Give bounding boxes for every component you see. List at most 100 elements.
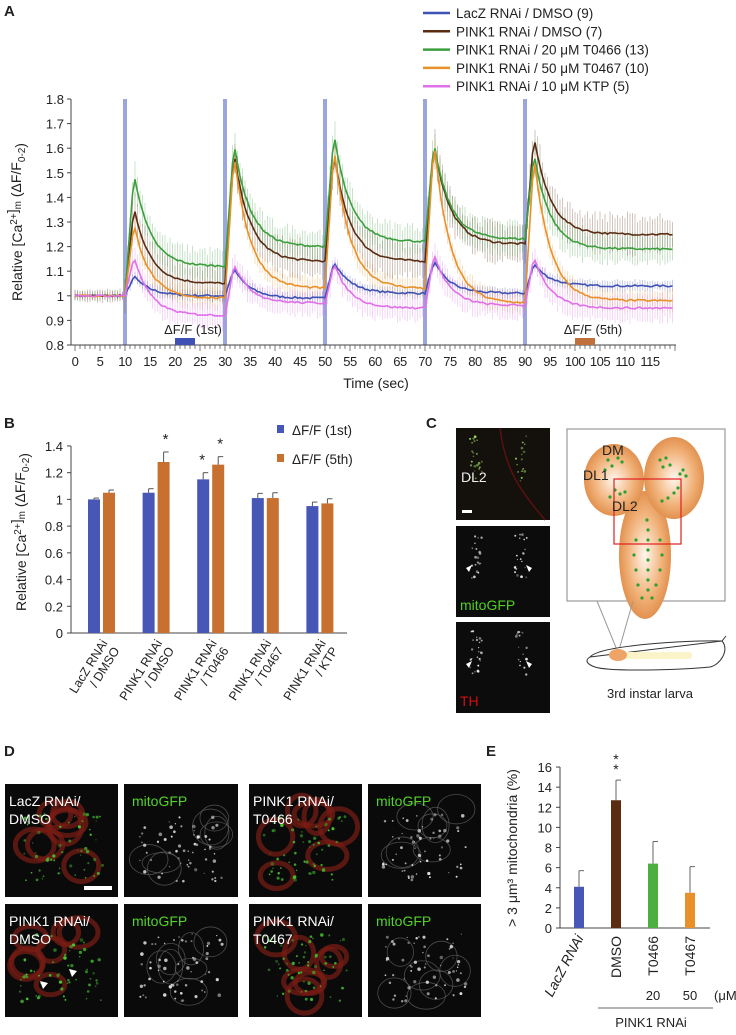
significance-star: *: [217, 436, 223, 453]
fluorescent-spot: [514, 457, 518, 460]
mitochondria-spot: [77, 850, 79, 852]
legend-label: PINK1 RNAi / 50 μM T0467 (10): [456, 61, 649, 76]
fluorescent-spot: [478, 637, 482, 640]
micrograph-2: mitoGFP: [456, 526, 550, 617]
y-tick-label: 1.3: [46, 215, 64, 230]
y-tick-label: 1.8: [46, 92, 64, 107]
neuron-dot: [636, 583, 640, 587]
mitochondria-spot: [293, 875, 297, 879]
fluorescent-spot: [514, 565, 517, 567]
mitochondria-spot: [339, 940, 341, 942]
mitochondria-spot: [311, 937, 314, 940]
panel-label-c: C: [426, 415, 437, 432]
mitochondria-spot: [459, 866, 463, 870]
mitochondria-spot: [180, 938, 184, 942]
unit-label: (μM): [714, 988, 736, 1003]
mitochondria-spot: [60, 987, 64, 991]
mitochondria-spot: [287, 989, 291, 993]
mitochondria-spot: [141, 841, 143, 844]
x-tick-label: 85: [493, 354, 507, 369]
fluorescent-spot: [472, 639, 474, 641]
mitochondria-spot: [203, 872, 205, 875]
mitochondria-spot: [339, 816, 342, 819]
mitochondria-spot: [438, 834, 442, 838]
y-tick-label: 10: [538, 820, 552, 835]
cell-outline: [425, 940, 458, 972]
fluorescent-spot: [520, 458, 523, 461]
neuron-dot: [616, 456, 620, 460]
y-tick-label: 1.4: [45, 439, 63, 454]
mitochondria-spot: [444, 984, 446, 987]
mitochondria-spot: [341, 986, 344, 990]
mitochondria-spot: [211, 878, 214, 881]
y-tick-label: 1.4: [46, 190, 64, 205]
neuron-dot: [608, 495, 612, 499]
mitochondria-spot: [20, 979, 22, 981]
x-tick-label: 90: [518, 354, 532, 369]
mitochondria-spot: [459, 972, 462, 975]
mitochondria-spot: [286, 962, 288, 965]
cell-outline: [418, 969, 454, 1000]
mitochondria-spot: [270, 870, 274, 873]
mitochondria-spot: [272, 941, 275, 943]
mitochondria-spot: [435, 984, 438, 987]
mitochondria-spot: [381, 862, 385, 866]
mitochondria-spot: [35, 852, 37, 854]
mitochondria-spot: [25, 879, 27, 882]
category-label: PINK1 RNAi/ DMSO: [117, 637, 177, 710]
mitochondria-spot: [460, 933, 463, 935]
mitochondria-spot: [188, 859, 190, 861]
mitochondria-spot: [25, 975, 29, 979]
fluorescent-spot: [469, 666, 472, 669]
mitochondria-spot: [430, 817, 434, 821]
mitochondria-spot: [304, 997, 308, 1001]
mitochondria-spot: [175, 879, 178, 883]
mitochondria-spot: [402, 817, 404, 819]
mitochondria-spot: [34, 854, 39, 859]
mitochondria-spot: [270, 937, 274, 940]
mitochondria-spot: [276, 876, 280, 880]
mitochondria-spot: [178, 816, 181, 819]
x-tick-label: 60: [368, 354, 382, 369]
fluorescent-spot: [524, 566, 526, 569]
legend-label: ΔF/F (5th): [292, 452, 353, 467]
fluorescent-spot: [516, 633, 519, 636]
fluorescent-spot: [517, 471, 519, 473]
series-line: [74, 260, 673, 300]
mitochondria-spot: [173, 830, 176, 834]
cell-outline: [284, 976, 325, 1016]
mitochondria-spot: [324, 955, 327, 959]
mitochondria-spot: [162, 980, 165, 983]
mitochondria-spot: [23, 816, 28, 821]
mitochondria-spot: [433, 813, 437, 817]
mitochondria-spot: [21, 942, 24, 945]
cell-outline: [192, 808, 229, 846]
cell-outline: [157, 948, 184, 985]
mitochondria-spot: [30, 871, 33, 874]
fluorescent-spot: [525, 576, 528, 579]
mitochondria-spot: [413, 960, 418, 964]
neuron-dot: [658, 458, 662, 462]
cell-outline: [46, 806, 85, 847]
image-label: TH: [460, 693, 479, 709]
fluorescent-spot: [470, 460, 473, 463]
mitochondria-spot: [391, 858, 394, 861]
mitochondria-spot: [80, 849, 83, 853]
error-bands: [74, 121, 673, 332]
mitochondria-spot: [37, 830, 41, 835]
mitochondria-spot: [220, 876, 223, 880]
mitochondria-spot: [429, 876, 431, 879]
fluorescent-spot: [517, 658, 520, 661]
mitochondria-spot: [38, 869, 41, 872]
neuron-dot: [632, 553, 636, 557]
mitochondria-spot: [95, 979, 98, 982]
mitochondria-spot: [25, 973, 28, 976]
legend-swatch: [277, 425, 284, 433]
mitochondria-spot: [455, 970, 458, 972]
fluorescent-spot: [525, 673, 528, 676]
legend-b: ΔF/F (1st) ΔF/F (5th): [277, 423, 353, 467]
mitochondria-spot: [208, 847, 212, 850]
bar: [306, 506, 319, 633]
mitochondria-spot: [382, 862, 384, 864]
